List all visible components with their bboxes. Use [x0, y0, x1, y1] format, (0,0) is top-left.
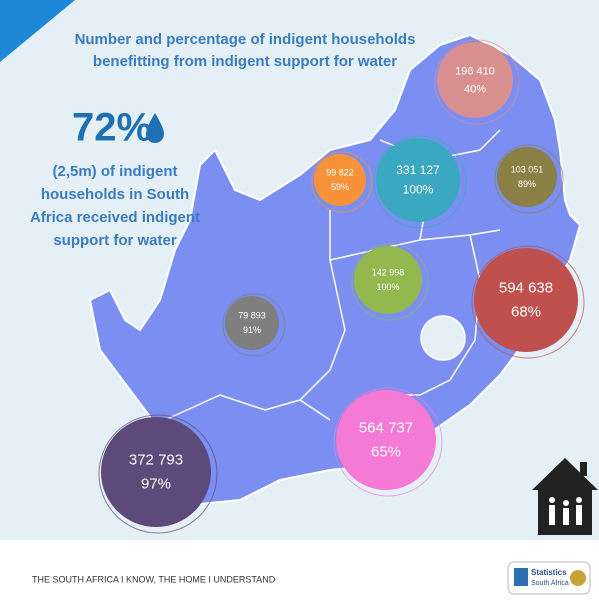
bubble-percent: 40%	[464, 83, 486, 95]
bubble	[336, 390, 436, 490]
bubble-ring	[333, 387, 443, 497]
bubble-ring	[494, 144, 564, 214]
bubble-percent: 68%	[511, 304, 541, 321]
bubble	[437, 42, 513, 118]
lesotho	[420, 315, 466, 361]
bubble-ring	[311, 151, 373, 213]
bubble-count: 142 998	[372, 268, 405, 278]
province-borders	[164, 129, 501, 421]
bubble	[314, 154, 366, 206]
highlight-line: support for water	[53, 232, 177, 249]
bubble-percent: 65%	[371, 444, 401, 461]
bubble	[497, 147, 557, 207]
title-line: Number and percentage of indigent househ…	[75, 31, 416, 48]
highlight-text: (2,5m) of indigent households in South Afr…	[30, 163, 200, 249]
bubble-ring	[98, 414, 218, 534]
logo-text: South Africa	[531, 580, 569, 587]
house-icon	[532, 458, 598, 535]
bubble-count: 594 638	[499, 280, 553, 297]
water-drop-icon	[146, 113, 164, 143]
bubbles: 196 410 40% 99 822 59% 331 127 100% 103 051 89%…	[98, 39, 585, 534]
bubble	[101, 417, 211, 527]
bubble-count: 99 822	[326, 168, 354, 178]
bubble-percent: 100%	[403, 182, 434, 196]
highlight-value: 72%	[72, 106, 152, 150]
title: Number and percentage of indigent househ…	[75, 31, 416, 70]
bubble-percent: 100%	[376, 282, 399, 292]
bubble-percent: 97%	[141, 476, 171, 493]
bubble-count: 103 051	[511, 165, 544, 175]
bubble	[376, 138, 460, 222]
logo-mark	[514, 568, 528, 586]
corner-triangle	[0, 0, 75, 62]
bubble-percent: 89%	[518, 179, 536, 189]
logo-text: Statistics	[531, 568, 567, 577]
bubble-count: 79 893	[238, 311, 266, 321]
coat-of-arms	[570, 570, 586, 586]
footer-background	[0, 540, 599, 603]
highlight-line: Africa received indigent	[30, 209, 200, 226]
bubble-count: 196 410	[455, 66, 495, 78]
bubble-ring	[373, 135, 467, 229]
bubble	[354, 246, 422, 314]
bubble-ring	[351, 243, 429, 321]
bubble-count: 331 127	[396, 163, 440, 177]
logo-box	[507, 561, 591, 595]
bubble-ring	[222, 293, 286, 357]
bubble	[474, 248, 578, 352]
title-line: benefitting from indigent support for wa…	[93, 53, 397, 70]
bubble-count: 372 793	[129, 452, 183, 469]
bubble-count: 564 737	[359, 420, 413, 437]
bubble-ring	[471, 245, 585, 359]
bubble-ring	[434, 39, 520, 125]
highlight-line: (2,5m) of indigent	[53, 163, 178, 180]
highlight-line: households in South	[41, 186, 189, 203]
footer-text: THE SOUTH AFRICA I KNOW, THE HOME I UNDE…	[32, 574, 276, 584]
bubble-percent: 59%	[331, 182, 349, 192]
bubble	[225, 296, 279, 350]
bubble-percent: 91%	[243, 325, 261, 335]
